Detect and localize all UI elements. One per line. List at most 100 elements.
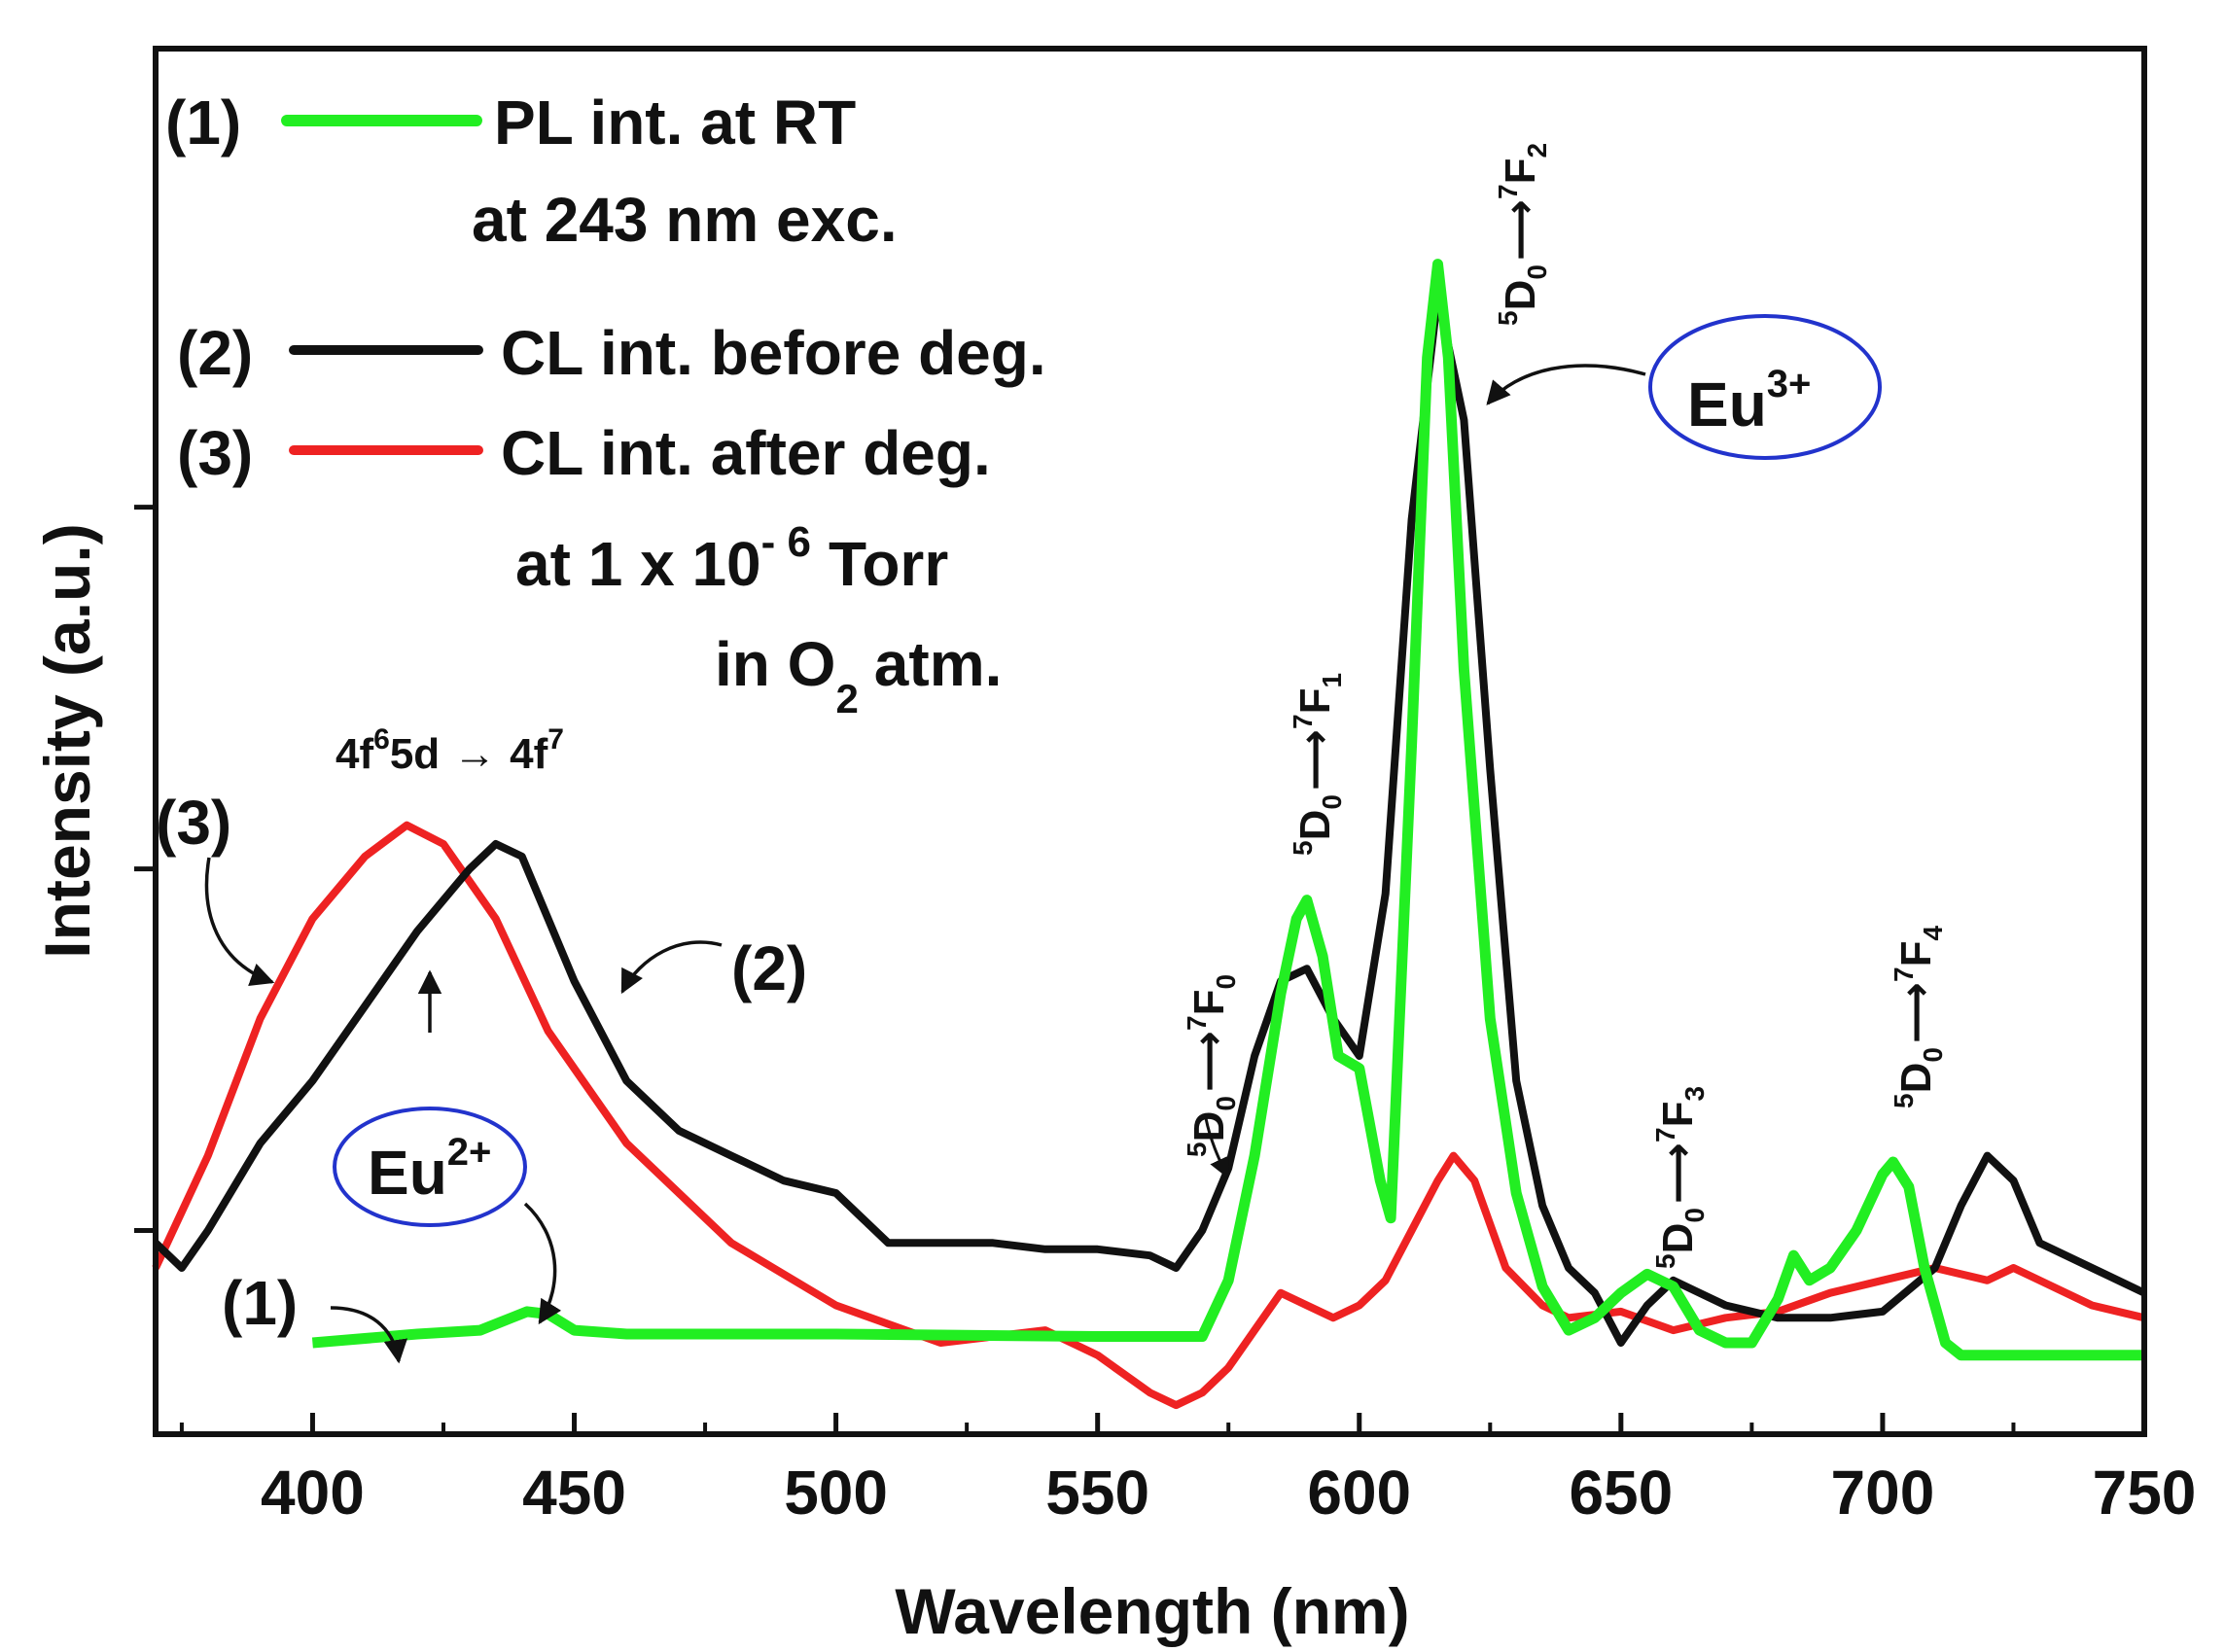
- band-c: 4f: [510, 730, 547, 778]
- F0-Fsub: 0: [1211, 974, 1241, 990]
- transition-F3: 5D0 ⟶7F3: [1650, 1086, 1710, 1269]
- legend-tag-1: (1): [165, 88, 241, 158]
- transition-F4: 5D0 ⟶7F4: [1889, 926, 1948, 1108]
- curve-tag-1: (1): [222, 1268, 298, 1338]
- svg-text:5D0⟶7F2: 5D0 ⟶7F2: [1493, 143, 1552, 326]
- transition-layer: 5D0⟶7F0 5D0⟶7F1 5D0⟶7F2 5D0⟶7F3 5D0⟶7F4: [1182, 143, 1948, 1269]
- eu2-ellipse: [333, 1107, 527, 1227]
- plot-frame: [153, 46, 2147, 1437]
- F1-Dsub: 0: [1317, 794, 1347, 810]
- series-layer: [152, 259, 2146, 1410]
- F0-D: D: [1185, 1111, 1233, 1142]
- F4-Fsub: 4: [1918, 926, 1948, 941]
- transition-F2: 5D0 ⟶7F2: [1493, 143, 1552, 326]
- series-line-1: [311, 259, 2144, 1361]
- F1-upper: 5: [1288, 840, 1318, 856]
- legend-line2-main: at 1 x 10: [515, 529, 761, 599]
- F0-arrow: ⟶: [1185, 1031, 1233, 1092]
- legend-label-3-line2: at 1 x 10- 6 Torr: [515, 518, 948, 599]
- F0-F: F: [1185, 990, 1233, 1016]
- eu3-annotation: Eu3+: [1486, 314, 1882, 460]
- F3-lower: 7: [1650, 1127, 1680, 1142]
- eu2-pointer-arrow: [523, 1202, 562, 1325]
- y-axis-title: Intensity (a.u.): [31, 523, 103, 958]
- x-axis-title: Wavelength (nm): [895, 1575, 1409, 1647]
- legend-label-3-line3: in O2 atm.: [715, 629, 1002, 721]
- curve-tag-3-arrow: [204, 857, 275, 986]
- curve-tag-2-arrow: [620, 940, 723, 995]
- F0-Dsub: 0: [1211, 1096, 1241, 1111]
- x-tick-label: 500: [784, 1458, 888, 1528]
- x-tick-label: 550: [1045, 1458, 1149, 1528]
- F0-lower: 7: [1182, 1015, 1212, 1031]
- F3-arrow: ⟶: [1654, 1142, 1702, 1204]
- band-a-sup: 6: [373, 723, 390, 756]
- F2-upper: 5: [1493, 310, 1523, 326]
- F2-arrow: ⟶: [1497, 199, 1544, 261]
- legend-line3-sub: 2: [835, 676, 858, 721]
- eu3-label: Eu3+: [1687, 363, 1811, 439]
- F1-lower: 7: [1288, 714, 1318, 729]
- legend-line2-sup: - 6: [761, 518, 811, 566]
- eu3-ellipse: [1648, 314, 1882, 460]
- legend-line2-tail: Torr: [829, 529, 948, 599]
- legend: (1) PL int. at RT at 243 nm exc. (2) CL …: [165, 88, 1046, 721]
- F3-D: D: [1654, 1223, 1702, 1254]
- F0-upper: 5: [1182, 1142, 1212, 1157]
- F2-lower: 7: [1493, 184, 1523, 199]
- svg-text:5D0⟶7F3: 5D0 ⟶7F3: [1650, 1086, 1710, 1269]
- legend-label-3: CL int. after deg.: [501, 418, 991, 488]
- F4-arrow: ⟶: [1892, 982, 1940, 1043]
- legend-line3-b: atm.: [874, 629, 1003, 699]
- series-line-3: [152, 821, 2145, 1410]
- eu2-sup: 2+: [447, 1131, 492, 1174]
- curve-tag-1-arrow: [330, 1306, 407, 1364]
- F2-Fsub: 2: [1522, 143, 1552, 158]
- eu2-label: Eu2+: [368, 1131, 491, 1208]
- x-tick-label: 650: [1569, 1458, 1673, 1528]
- eu2-main: Eu: [368, 1138, 447, 1208]
- eu3-sup: 3+: [1767, 363, 1812, 405]
- svg-text:5D0⟶7F0: 5D0⟶7F0: [1182, 974, 1241, 1157]
- transition-F1: 5D0 ⟶7F1: [1288, 673, 1347, 856]
- band-arrow: →: [453, 730, 496, 778]
- F2-F: F: [1497, 158, 1544, 185]
- band-b: 5d: [390, 730, 440, 778]
- band-transition-label: 4f65d → 4f7: [336, 723, 564, 778]
- F4-lower: 7: [1889, 967, 1919, 982]
- legend-tag-3: (3): [177, 418, 253, 488]
- curve-tag-2: (2): [731, 933, 807, 1003]
- curve-tag-3: (3): [156, 788, 231, 858]
- x-tick-label: 750: [2093, 1458, 2197, 1528]
- F1-arrow: ⟶: [1291, 729, 1339, 791]
- legend-label-1-line2: at 243 nm exc.: [472, 185, 898, 255]
- F1-F: F: [1291, 688, 1339, 715]
- x-tick-label: 600: [1307, 1458, 1411, 1528]
- eu3-main: Eu: [1687, 369, 1767, 439]
- legend-label-2: CL int. before deg.: [501, 318, 1046, 388]
- F2-Dsub: 0: [1522, 264, 1552, 280]
- F3-F: F: [1654, 1102, 1702, 1128]
- x-tick-label: 700: [1831, 1458, 1935, 1528]
- transition-F0: 5D0⟶7F0: [1182, 974, 1241, 1157]
- F4-D: D: [1892, 1063, 1940, 1094]
- x-tick-label: 400: [261, 1458, 365, 1528]
- band-c-sup: 7: [547, 723, 564, 756]
- legend-tag-2: (2): [177, 318, 253, 388]
- F2-D: D: [1497, 280, 1544, 311]
- eu3-pointer-arrow: [1486, 364, 1646, 405]
- F4-F: F: [1892, 941, 1940, 967]
- transition-F0-arrow: [1204, 1117, 1229, 1178]
- F4-Dsub: 0: [1918, 1047, 1948, 1063]
- svg-text:5D0⟶7F4: 5D0 ⟶7F4: [1889, 926, 1948, 1108]
- eu2-annotation: Eu2+: [333, 969, 562, 1325]
- svg-text:5D0⟶7F1: 5D0 ⟶7F1: [1288, 673, 1347, 856]
- tick-layer: 400 450 500 550 600 650 700 750: [134, 505, 2197, 1528]
- F4-upper: 5: [1889, 1093, 1919, 1108]
- band-a: 4f: [336, 730, 373, 778]
- F3-Dsub: 0: [1679, 1208, 1710, 1223]
- legend-label-1: PL int. at RT: [494, 88, 856, 158]
- F1-D: D: [1291, 810, 1339, 841]
- x-tick-label: 450: [522, 1458, 626, 1528]
